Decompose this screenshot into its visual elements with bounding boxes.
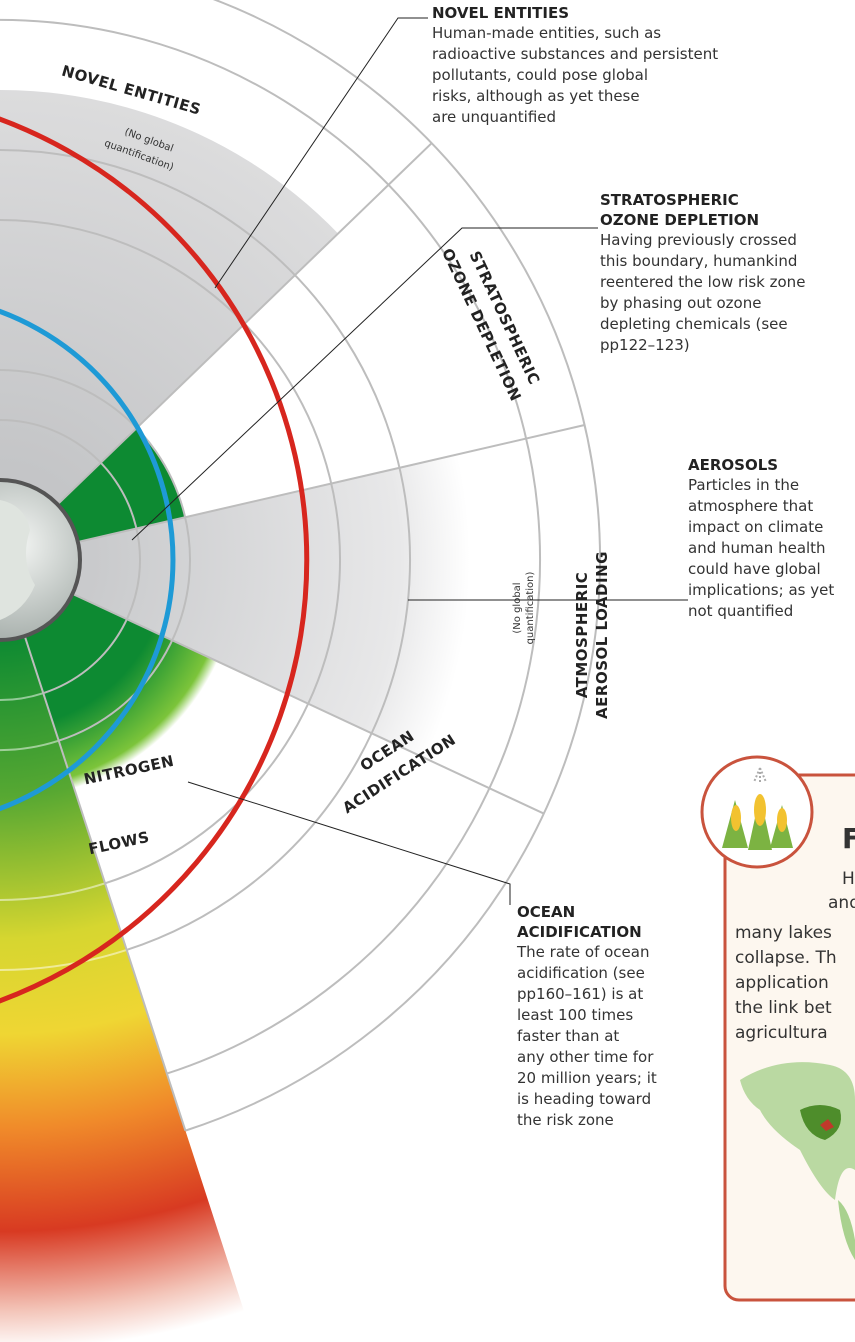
callout-text: faster than at [517,1027,619,1045]
callout-text: radioactive substances and persistent [432,45,718,63]
flows-fill [0,636,245,1342]
panel-text: H [842,869,855,889]
callout-text: any other time for [517,1048,654,1066]
callout-text: Having previously crossed [600,231,797,249]
callout-text: pollutants, could pose global [432,66,648,84]
risk-boundary [0,116,310,1004]
callout-text: pp122–123) [600,336,690,354]
ring [0,882,106,901]
callout-text: by phasing out ozone [600,294,761,312]
ring [0,419,141,695]
callout-text: acidification (see [517,964,645,982]
panel-text: application [735,973,829,993]
sector-label: AEROSOL LOADING [593,551,611,719]
ring [185,0,601,1132]
callout-text: reentered the low risk zone [600,273,805,291]
callout-text: not quantified [688,602,793,620]
ocean-fill [24,593,218,789]
callout-title: OZONE DEPLETION [600,211,759,229]
sector-label: ATMOSPHERIC [573,572,591,699]
callout-text: impact on climate [688,518,823,536]
callout-title: ACIDIFICATION [517,923,642,941]
ring [0,19,541,1075]
callout-text: The rate of ocean [516,943,649,961]
callout-text: could have global [688,560,821,578]
callout-title: AEROSOLS [688,456,778,474]
sector-divider [23,635,187,1131]
panel-text: collapse. Th [735,948,837,968]
callout-text: this boundary, humankind [600,252,797,270]
callout-text: pp160–161) is at [517,985,643,1003]
callout-text: 20 million years; it [517,1069,657,1087]
boundary-wheel [0,0,601,1342]
callout-text: least 100 times [517,1006,633,1024]
sector-note: quantification) [525,571,536,644]
leader-line [131,227,598,541]
ring [0,149,411,951]
panel-text: many lakes [735,923,832,943]
corn-icon [722,767,793,850]
callout-text: risks, although as yet these [432,87,640,105]
panel-text: agricultura [735,1023,828,1043]
panel-text: the link bet [735,998,832,1018]
sector-note: (No global [512,582,523,633]
callouts: NOVEL ENTITIES Human-made entities, such … [432,4,834,1129]
sector-label: FLOWS [87,828,151,858]
leader-line [214,17,428,289]
map [740,1062,855,1260]
callout-text: implications; as yet [688,581,834,599]
callout-title: NOVEL ENTITIES [432,4,569,22]
ring [0,948,128,971]
sector-divider [72,592,545,815]
ring [0,692,44,701]
callout-title: STRATOSPHERIC [600,191,739,209]
sector-divider [77,424,585,543]
panel-text: and [828,893,855,913]
leader-lines [131,17,688,905]
callout-text: the risk zone [517,1111,614,1129]
callout-text: Human-made entities, such as [432,24,661,42]
safe-boundary [0,308,176,812]
ring [0,739,60,751]
callout-text: and human health [688,539,826,557]
callout-text: depleting chemicals (see [600,315,788,333]
panel-title: F [842,822,855,855]
callout-text: Particles in the [688,476,799,494]
callout-title: OCEAN [517,903,575,921]
callout-text: are unquantified [432,108,556,126]
globe-land [0,500,35,620]
novel-entities-fill [0,90,339,505]
callout-text: atmosphere that [688,497,813,515]
callout-text: is heading toward [517,1090,651,1108]
leader-line [187,781,511,905]
